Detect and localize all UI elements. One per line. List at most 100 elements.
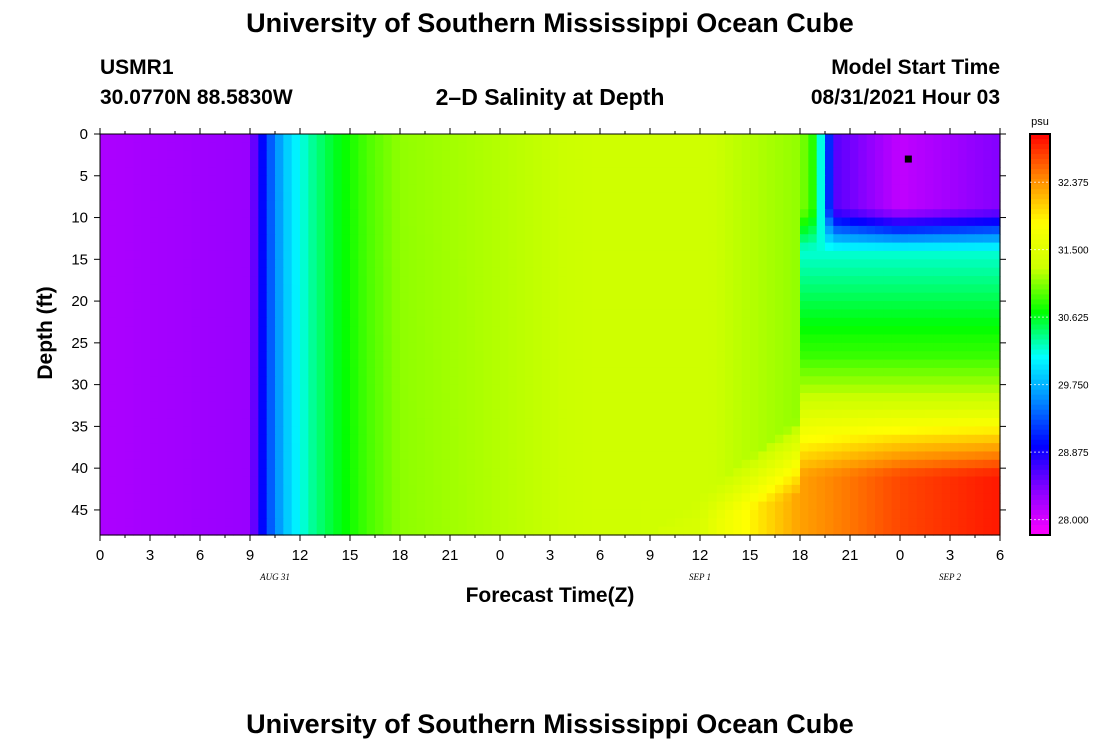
heatmap-cell: [591, 509, 601, 519]
heatmap-cell: [825, 309, 834, 319]
heatmap-cell: [716, 426, 726, 436]
heatmap-cell: [716, 142, 726, 152]
heatmap-cell: [475, 376, 484, 386]
heatmap-cell: [641, 217, 651, 227]
heatmap-cell: [658, 426, 668, 436]
heatmap-cell: [141, 301, 151, 311]
heatmap-cell: [700, 493, 709, 503]
heatmap-cell: [633, 459, 643, 469]
heatmap-cell: [883, 284, 893, 294]
heatmap-cell: [916, 451, 926, 461]
heatmap-cell: [691, 384, 701, 394]
heatmap-cell: [991, 301, 1001, 311]
heatmap-cell: [875, 334, 884, 344]
heatmap-cell: [808, 392, 818, 402]
heatmap-cell: [641, 250, 651, 260]
heatmap-cell: [683, 459, 693, 469]
heatmap-cell: [833, 443, 843, 453]
heatmap-cell: [166, 484, 176, 494]
heatmap-cell: [941, 259, 951, 269]
heatmap-cell: [525, 443, 534, 453]
heatmap-cell: [741, 301, 751, 311]
heatmap-cell: [650, 409, 659, 419]
heatmap-cell: [575, 317, 584, 327]
heatmap-cell: [991, 217, 1001, 227]
heatmap-cell: [608, 192, 618, 202]
heatmap-cell: [150, 142, 159, 152]
heatmap-cell: [116, 434, 126, 444]
heatmap-cell: [158, 234, 168, 244]
heatmap-cell: [508, 326, 518, 336]
heatmap-cell: [383, 200, 393, 210]
heatmap-cell: [650, 309, 659, 319]
heatmap-cell: [208, 142, 218, 152]
heatmap-cell: [266, 167, 276, 177]
heatmap-cell: [350, 392, 359, 402]
heatmap-cell: [883, 317, 893, 327]
heatmap-cell: [783, 392, 793, 402]
heatmap-cell: [900, 259, 909, 269]
heatmap-cell: [316, 292, 326, 302]
heatmap-cell: [558, 234, 568, 244]
heatmap-cell: [775, 184, 784, 194]
heatmap-cell: [633, 317, 643, 327]
heatmap-cell: [616, 142, 626, 152]
heatmap-cell: [308, 317, 318, 327]
heatmap-cell: [641, 484, 651, 494]
heatmap-cell: [425, 501, 434, 511]
heatmap-cell: [566, 401, 576, 411]
heatmap-cell: [241, 309, 251, 319]
heatmap-cell: [575, 509, 584, 519]
heatmap-cell: [591, 276, 601, 285]
heatmap-cell: [450, 392, 459, 402]
heatmap-cell: [733, 134, 743, 143]
heatmap-cell: [450, 309, 459, 319]
heatmap-cell: [491, 376, 501, 386]
heatmap-cell: [566, 284, 576, 294]
heatmap-cell: [400, 509, 409, 519]
heatmap-cell: [675, 200, 684, 210]
heatmap-cell: [616, 443, 626, 453]
heatmap-cell: [600, 284, 609, 294]
heatmap-cell: [550, 351, 559, 361]
heatmap-cell: [791, 351, 801, 361]
heatmap-cell: [508, 276, 518, 285]
heatmap-cell: [358, 392, 368, 402]
heatmap-cell: [508, 501, 518, 511]
heatmap-cell: [666, 392, 676, 402]
heatmap-cell: [508, 334, 518, 344]
heatmap-cell: [441, 250, 451, 260]
heatmap-cell: [308, 184, 318, 194]
heatmap-cell: [866, 142, 876, 152]
heatmap-cell: [550, 409, 559, 419]
heatmap-cell: [991, 351, 1001, 361]
heatmap-cell: [141, 159, 151, 169]
heatmap-cell: [425, 200, 434, 210]
heatmap-cell: [733, 192, 743, 202]
heatmap-cell: [691, 493, 701, 503]
heatmap-cell: [733, 443, 743, 453]
heatmap-cell: [708, 217, 718, 227]
heatmap-cell: [825, 342, 834, 352]
heatmap-cell: [541, 242, 551, 252]
heatmap-cell: [991, 234, 1001, 244]
heatmap-cell: [116, 301, 126, 311]
heatmap-cell: [116, 509, 126, 519]
heatmap-cell: [875, 426, 884, 436]
heatmap-cell: [366, 292, 376, 302]
heatmap-cell: [950, 225, 959, 235]
heatmap-cell: [466, 167, 476, 177]
heatmap-cell: [258, 326, 268, 336]
heatmap-cell: [708, 292, 718, 302]
heatmap-cell: [633, 351, 643, 361]
heatmap-cell: [425, 292, 434, 302]
heatmap-cell: [266, 367, 276, 377]
heatmap-cell: [900, 150, 909, 160]
heatmap-cell: [633, 309, 643, 319]
heatmap-cell: [725, 225, 734, 235]
heatmap-cell: [533, 217, 543, 227]
heatmap-cell: [500, 334, 509, 344]
heatmap-cell: [925, 267, 934, 277]
heatmap-cell: [475, 409, 484, 419]
heatmap-cell: [425, 217, 434, 227]
